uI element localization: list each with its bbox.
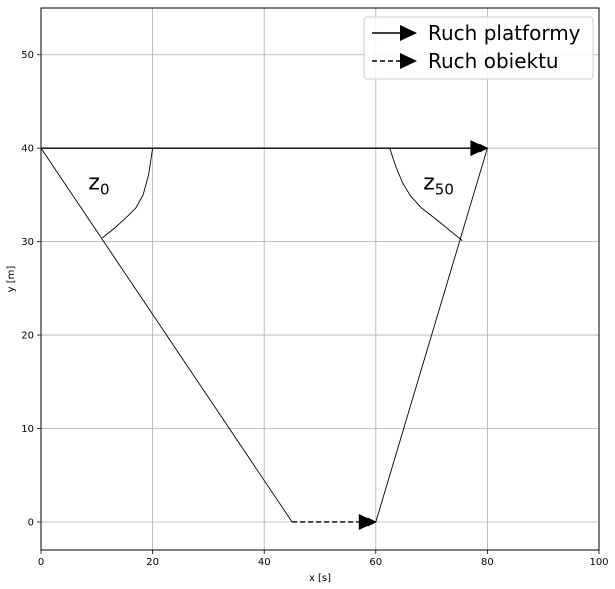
y-tick-label: 20 (21, 331, 34, 342)
y-tick-label: 30 (21, 237, 34, 248)
plot-frame (40, 7, 600, 551)
legend-arrow-icon (400, 25, 417, 41)
annotations: z0 z50 (88, 170, 453, 198)
y-axis-label: y [m] (6, 266, 17, 293)
arrowhead-marker (358, 513, 376, 530)
angle-annotation-subscript: 50 (435, 180, 454, 198)
angle-annotation: z0 (88, 170, 109, 198)
legend-arrow-icon (400, 53, 417, 69)
y-tick-label: 40 (21, 144, 34, 155)
legend-box (363, 16, 594, 80)
legend: Ruch platformy Ruch obiektu (363, 16, 594, 80)
legend-label: Ruch obiektu (428, 49, 559, 73)
x-axis-label: x [s] (309, 573, 331, 584)
y-tick-label: 10 (21, 424, 34, 435)
y-tick-label: 50 (21, 50, 34, 61)
angle-annotation-subscript: 0 (100, 180, 110, 198)
angle-annotation-base: z (423, 170, 435, 195)
y-tick-label: 0 (28, 517, 34, 528)
axis-ticks: 0 20 40 60 80 100 0 10 20 30 40 50 (21, 50, 608, 568)
arrowhead-marker (470, 140, 488, 157)
triangle-side-line (40, 147, 293, 523)
angle-arc (389, 148, 463, 242)
grid (40, 8, 600, 550)
legend-label: Ruch platformy (428, 21, 581, 45)
x-tick-label: 40 (258, 557, 271, 568)
angle-arc (102, 148, 154, 239)
x-tick-label: 20 (146, 557, 159, 568)
triangle-side-line (375, 148, 488, 523)
angle-annotation: z50 (423, 170, 454, 198)
x-tick-label: 60 (369, 557, 382, 568)
x-tick-label: 100 (589, 557, 608, 568)
angle-annotation-base: z (88, 170, 100, 195)
x-tick-label: 80 (481, 557, 494, 568)
x-tick-label: 0 (38, 557, 44, 568)
plot-lines (40, 140, 489, 530)
